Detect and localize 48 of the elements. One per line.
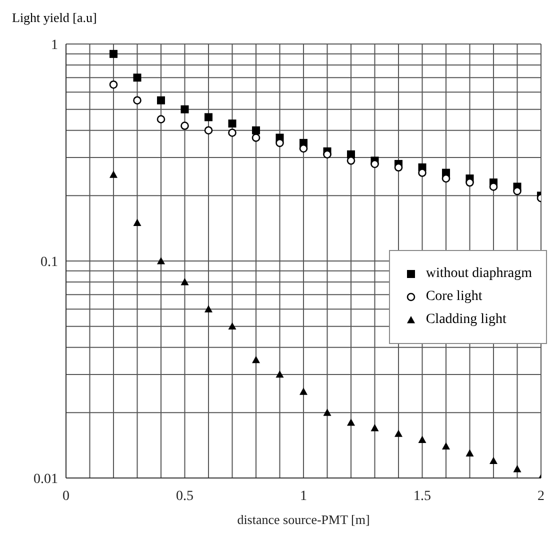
- x-axis-title: distance source-PMT [m]: [237, 512, 370, 527]
- point: [228, 322, 236, 330]
- point: [442, 442, 450, 450]
- point: [370, 424, 379, 432]
- point: [394, 430, 402, 437]
- point: [323, 408, 332, 416]
- point: [276, 370, 284, 378]
- point: [180, 278, 189, 286]
- point: [228, 128, 236, 137]
- x-tick-label: 0: [62, 489, 70, 504]
- point: [157, 96, 165, 104]
- point: [228, 120, 236, 128]
- point: [252, 126, 260, 134]
- point: [204, 305, 212, 312]
- point: [110, 50, 118, 58]
- point: [418, 168, 426, 177]
- point: [347, 418, 355, 426]
- legend-label: Core light: [426, 289, 482, 305]
- point: [180, 105, 189, 114]
- point: [204, 113, 212, 122]
- point: [252, 356, 260, 364]
- point: [133, 74, 142, 82]
- x-tick-label: 1.5: [414, 489, 431, 504]
- x-tick-label: 2: [538, 489, 544, 504]
- point: [513, 465, 522, 472]
- point: [109, 80, 118, 89]
- point: [466, 449, 474, 456]
- point: [252, 134, 260, 142]
- y-tick-label: 0.1: [40, 255, 58, 270]
- point: [490, 456, 498, 464]
- point: [110, 170, 118, 178]
- point: [489, 182, 498, 191]
- point: [300, 388, 308, 395]
- point: [156, 115, 166, 124]
- point: [180, 122, 189, 130]
- point: [346, 156, 356, 165]
- point: [204, 126, 213, 135]
- legend-label: without diaphragm: [426, 266, 532, 282]
- legend-label: Cladding light: [426, 312, 506, 328]
- point: [157, 257, 165, 264]
- x-tick-label: 0.5: [176, 489, 194, 504]
- point: [133, 96, 142, 104]
- y-axis-title: Light yield [a.u]: [12, 10, 97, 26]
- y-tick-label: 0.01: [34, 472, 58, 487]
- point: [133, 218, 142, 226]
- y-tick-label: 1: [51, 38, 58, 53]
- x-tick-label: 1: [300, 489, 307, 504]
- point: [418, 436, 426, 443]
